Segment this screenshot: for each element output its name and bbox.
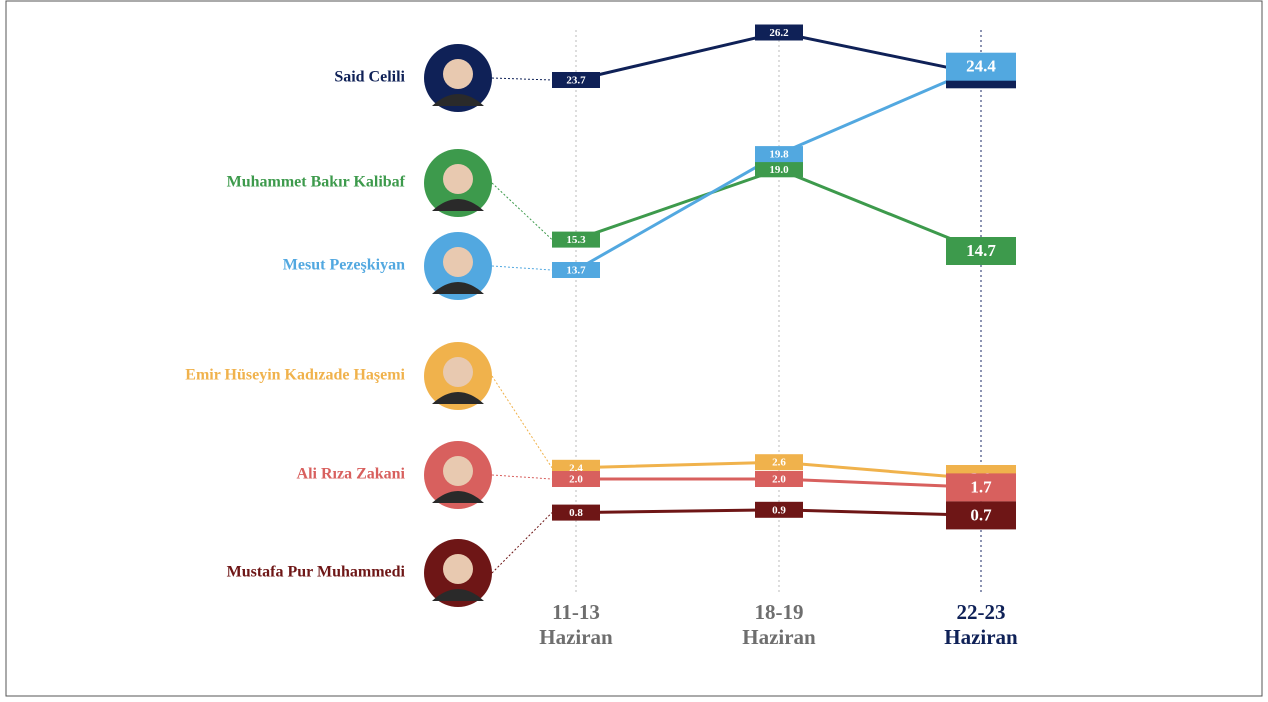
data-label: 1.7	[970, 477, 992, 496]
data-label: 14.7	[966, 241, 996, 260]
data-label: 2.0	[569, 474, 583, 486]
data-label: 0.7	[970, 505, 992, 524]
connector	[492, 183, 552, 240]
data-label: 19.0	[769, 164, 789, 176]
photo-face	[443, 164, 473, 194]
data-label: 26.2	[769, 27, 789, 39]
page: Said Celili23.726.224.0Muhammet Bakır Ka…	[0, 0, 1268, 702]
legend-label: Ali Rıza Zakani	[297, 466, 406, 483]
data-label: 23.7	[566, 75, 586, 87]
data-label: 0.9	[772, 504, 786, 516]
chart: Said Celili23.726.224.0Muhammet Bakır Ka…	[0, 0, 1268, 702]
data-label: 2.0	[772, 474, 786, 486]
connector	[492, 376, 552, 468]
legend-label: Said Celili	[334, 69, 405, 86]
photo-face	[443, 59, 473, 89]
data-label: 2.6	[772, 457, 786, 469]
data-label: 19.8	[769, 149, 789, 161]
data-label: 0.8	[569, 507, 583, 519]
photo-face	[443, 456, 473, 486]
x-tick-label: 18-19 Haziran	[729, 600, 829, 650]
x-tick-label: 11-13 Haziran	[526, 600, 626, 650]
connector	[492, 513, 552, 573]
legend-label: Mustafa Pur Muhammedi	[227, 564, 406, 581]
legend-label: Emir Hüseyin Kadızade Haşemi	[185, 367, 405, 384]
x-tick-label: 22-23 Haziran	[931, 600, 1031, 650]
data-label: 13.7	[566, 265, 586, 277]
legend-label: Mesut Pezeşkiyan	[283, 257, 405, 274]
connector	[492, 475, 552, 479]
frame	[6, 1, 1262, 696]
legend-label: Muhammet Bakır Kalibaf	[227, 174, 406, 191]
photo-face	[443, 554, 473, 584]
data-label: 15.3	[566, 234, 586, 246]
connector	[492, 78, 552, 80]
photo-face	[443, 357, 473, 387]
connector	[492, 266, 552, 270]
photo-face	[443, 247, 473, 277]
data-label: 24.4	[966, 57, 996, 76]
